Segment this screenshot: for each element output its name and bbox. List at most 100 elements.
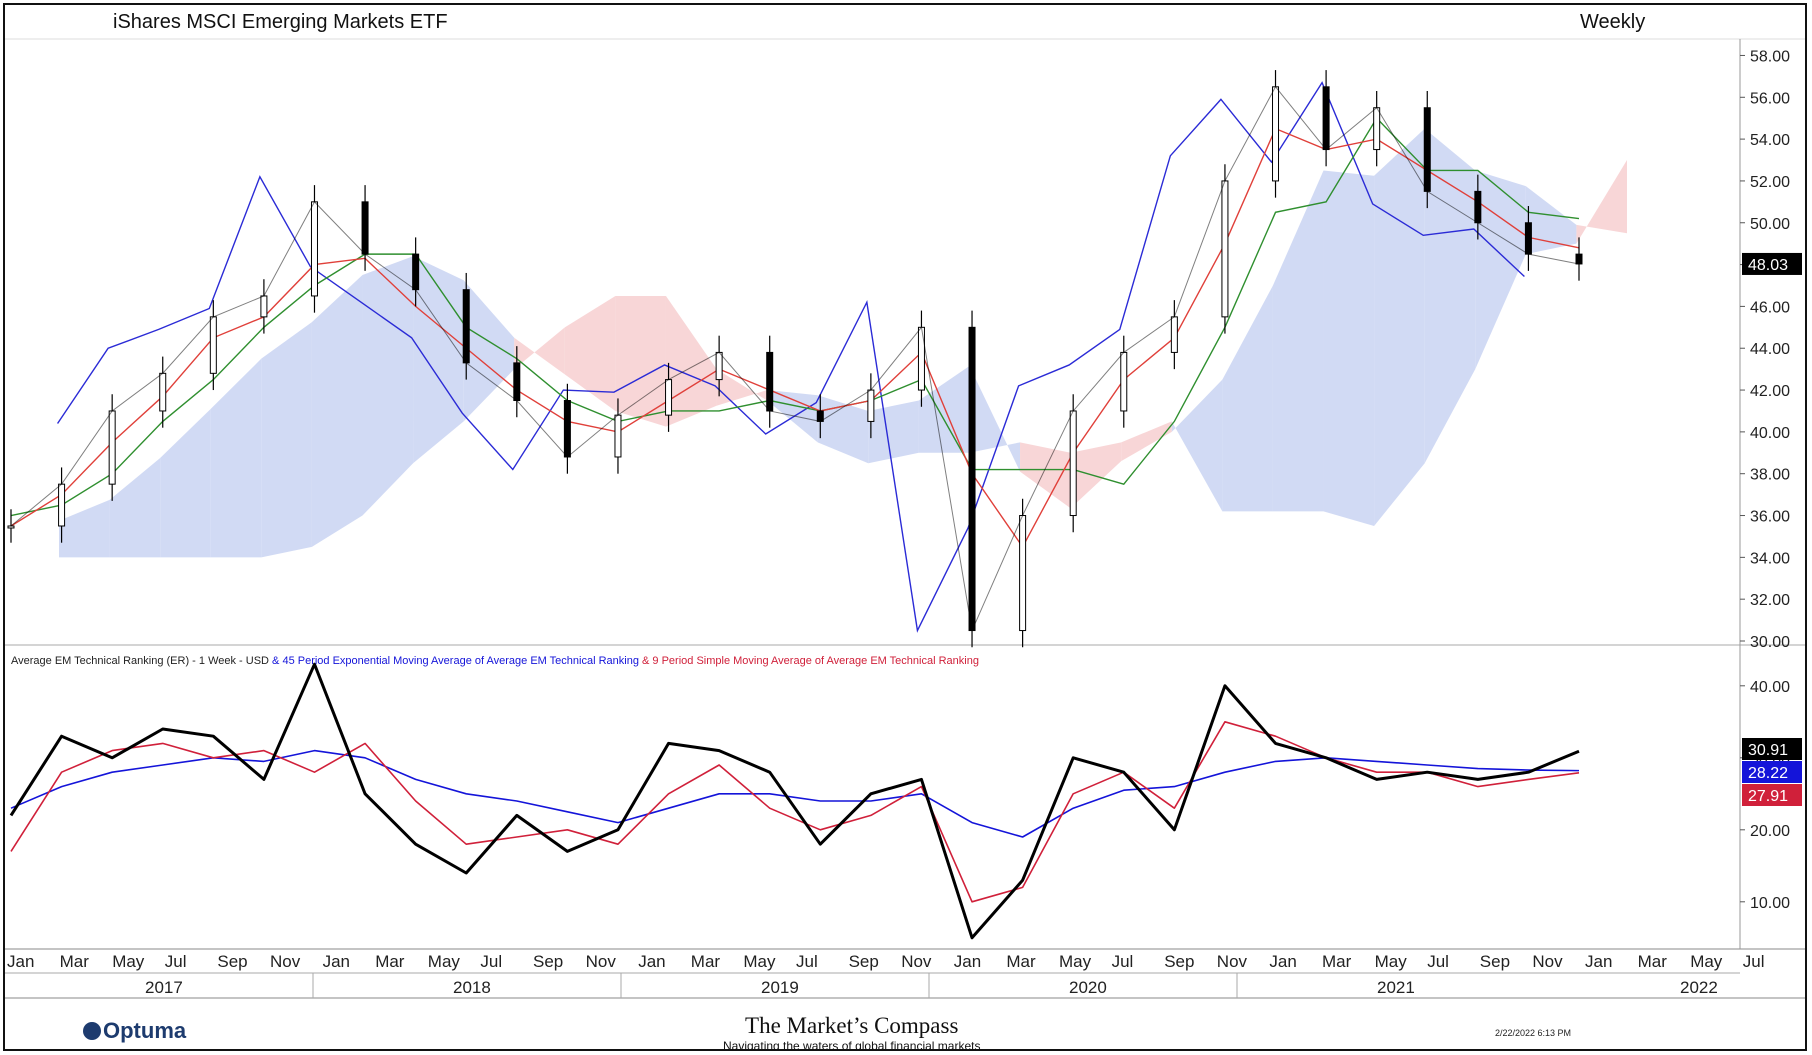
y-tick-label: 52.00 xyxy=(1750,174,1790,191)
x-month-label: May xyxy=(112,952,145,971)
y-tick-label: 58.00 xyxy=(1750,48,1790,65)
optuma-logo: Optuma xyxy=(83,1018,186,1044)
x-month-label: May xyxy=(1375,952,1408,971)
x-month-label: Mar xyxy=(1322,952,1352,971)
cloud-segment xyxy=(817,395,869,464)
brand-tagline: Navigating the waters of global financia… xyxy=(723,1039,981,1051)
x-month-label: Sep xyxy=(1480,952,1510,971)
price-candle xyxy=(563,400,571,458)
cloud-segment xyxy=(615,295,666,427)
price-candle xyxy=(1373,107,1381,151)
price-candle xyxy=(7,525,15,529)
price-candle xyxy=(260,295,268,318)
value-label-rank: 30.91 xyxy=(1748,742,1788,759)
x-month-label: May xyxy=(428,952,461,971)
y-tick-label: 54.00 xyxy=(1750,132,1790,149)
price-candle xyxy=(968,326,976,632)
x-month-label: Nov xyxy=(270,952,301,971)
x-month-label: Jan xyxy=(638,952,665,971)
cloud-segment xyxy=(1171,379,1223,512)
cloud-segment xyxy=(1020,442,1071,509)
x-month-label: Jul xyxy=(796,952,818,971)
cloud-segment xyxy=(1222,285,1273,512)
value-box-ema xyxy=(1742,761,1802,783)
x-month-label: Jan xyxy=(7,952,34,971)
y-tick-label: 34.00 xyxy=(1750,550,1790,567)
brand-name: The Market’s Compass xyxy=(745,1013,959,1038)
x-month-label: Jan xyxy=(1585,952,1612,971)
y-tick-label: 42.00 xyxy=(1750,383,1790,400)
y-tick-label: 46.00 xyxy=(1750,299,1790,316)
price-candle xyxy=(159,372,167,412)
price-candle xyxy=(1575,253,1583,265)
cloud-segment xyxy=(463,280,515,422)
cloud-segment xyxy=(261,322,312,558)
price-candle xyxy=(462,289,470,364)
cloud-segment xyxy=(1323,170,1375,526)
x-month-label: Mar xyxy=(60,952,90,971)
chart-canvas: 30.00 32.00 34.00 36.00 38.00 40.00 42.00 44.00… xyxy=(5,38,1805,999)
cloud-segment xyxy=(1424,128,1476,464)
kijun-line xyxy=(10,117,1580,517)
x-year-label: 2020 xyxy=(1069,978,1107,997)
logo-icon xyxy=(83,1022,101,1040)
y-tick-label: 32.00 xyxy=(1750,592,1790,609)
cloud-segment xyxy=(868,400,919,464)
price-candle xyxy=(1272,86,1280,182)
x-year-label: 2019 xyxy=(761,978,799,997)
chikou-line xyxy=(56,81,1525,633)
x-month-label: May xyxy=(1059,952,1092,971)
price-candle xyxy=(209,316,217,374)
x-month-label: May xyxy=(1690,952,1723,971)
sma-9-line xyxy=(10,721,1580,903)
cloud-segment xyxy=(1374,128,1425,526)
value-label-ema: 28.22 xyxy=(1748,765,1788,782)
chart-period: Weekly xyxy=(1580,11,1646,33)
brand-block: The Market’s Compass Navigating the wate… xyxy=(723,1013,981,1051)
y-tick-label: 44.00 xyxy=(1750,341,1790,358)
x-month-label: Jul xyxy=(1743,952,1765,971)
y-tick-label: 30.00 xyxy=(1750,634,1790,651)
x-month-label: Mar xyxy=(1638,952,1668,971)
last-price-label: 48.03 xyxy=(1748,257,1788,274)
x-month-label: Jul xyxy=(1112,952,1134,971)
price-candle xyxy=(715,351,723,381)
cloud-segment xyxy=(413,256,464,464)
price-candle xyxy=(108,410,116,485)
x-month-label: Nov xyxy=(1217,952,1248,971)
tenkan-line xyxy=(10,127,1580,549)
value-box-sma xyxy=(1742,784,1802,806)
x-month-label: Jul xyxy=(1427,952,1449,971)
x-month-label: Mar xyxy=(691,952,721,971)
x-month-label: Jan xyxy=(954,952,981,971)
x-month-label: Sep xyxy=(849,952,879,971)
x-month-label: Mar xyxy=(1006,952,1036,971)
cloud-segment xyxy=(716,369,768,406)
cloud-segment xyxy=(311,275,363,547)
price-path xyxy=(10,85,1580,633)
cloud-segment xyxy=(1475,170,1526,370)
x-month-label: Jul xyxy=(165,952,187,971)
price-candle xyxy=(665,379,673,416)
x-month-label: Jan xyxy=(323,952,350,971)
cloud-segment xyxy=(109,458,161,558)
cloud-segment xyxy=(210,358,262,558)
y-tick-label: 40.00 xyxy=(1750,679,1790,696)
lower-legend: Average EM Technical Ranking (ER) - 1 We… xyxy=(11,655,979,667)
cloud-segment xyxy=(59,499,110,558)
cloud-segment xyxy=(514,327,565,375)
timestamp: 2/22/2022 6:13 PM xyxy=(1495,1028,1572,1038)
price-candle xyxy=(766,351,774,412)
cloud-segment xyxy=(969,366,1021,472)
cloud-segment xyxy=(918,366,970,453)
chart-frame: 30.00 32.00 34.00 36.00 38.00 40.00 42.00 44.00… xyxy=(3,3,1807,1051)
x-month-label: Jul xyxy=(480,952,502,971)
last-price-box xyxy=(1742,252,1802,275)
rank-line xyxy=(9,662,1580,940)
price-candle xyxy=(513,362,521,402)
y-tick-label: 50.00 xyxy=(1750,216,1790,233)
price-candle xyxy=(1120,351,1128,412)
x-month-label: Nov xyxy=(901,952,932,971)
y-tick-label: 36.00 xyxy=(1750,509,1790,526)
value-box-rank xyxy=(1742,738,1802,760)
